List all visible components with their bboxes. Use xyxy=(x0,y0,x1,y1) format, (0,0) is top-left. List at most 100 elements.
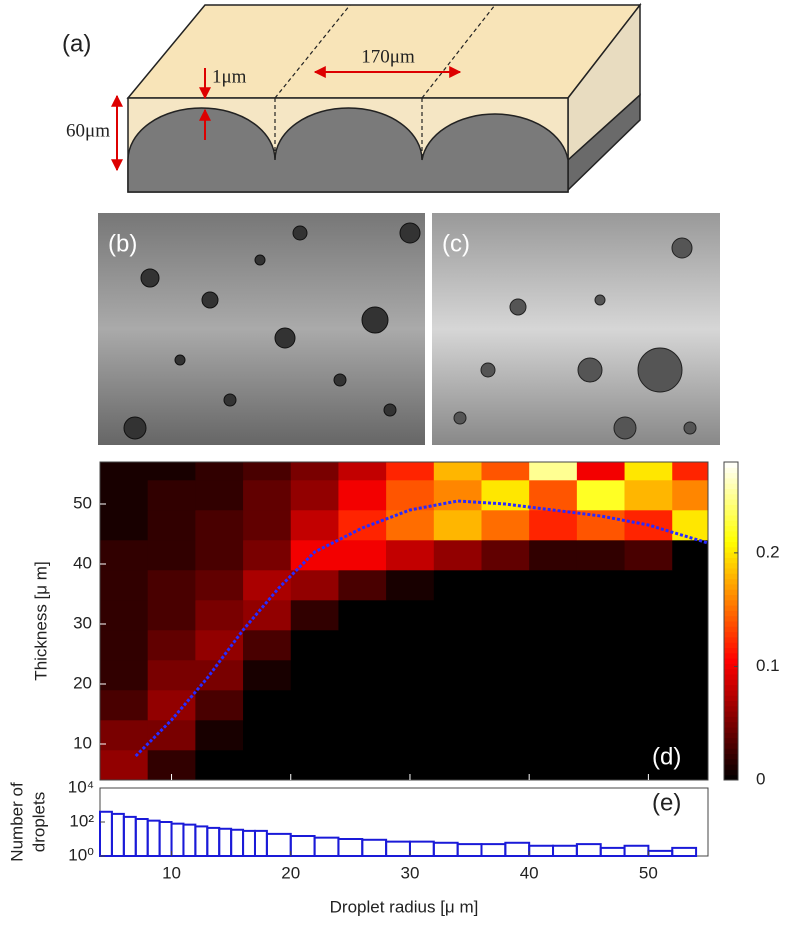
heat-cell xyxy=(100,660,148,691)
annotation: 60μm xyxy=(66,120,110,141)
heat-cell xyxy=(195,570,244,601)
colorbar-segment xyxy=(724,705,738,712)
y-tick-label: 10² xyxy=(69,811,94,830)
colorbar-segment xyxy=(724,732,738,739)
heat-cell xyxy=(433,690,482,721)
colorbar-segment xyxy=(724,462,738,468)
y-tick-label: 30 xyxy=(73,613,92,632)
colorbar-segment xyxy=(724,578,738,585)
heat-cell xyxy=(243,510,292,541)
colorbar-segment xyxy=(724,589,738,595)
colorbar-segment xyxy=(724,764,738,770)
heat-cell xyxy=(529,480,578,511)
heat-cell xyxy=(338,480,387,511)
heat-cell xyxy=(672,720,709,751)
heat-cell xyxy=(338,570,387,601)
heat-cell xyxy=(147,720,196,751)
x-tick-label: 10 xyxy=(162,863,181,882)
colorbar-segment xyxy=(724,541,738,548)
heat-cell xyxy=(433,570,482,601)
heat-cell xyxy=(338,690,387,721)
heat-cell xyxy=(290,540,339,571)
heat-cell xyxy=(243,660,292,691)
heat-cell xyxy=(290,690,339,721)
heat-cell xyxy=(147,462,196,481)
heat-cell xyxy=(100,600,148,631)
panel-a: (a) 1μm 170μm 60μm xyxy=(62,2,642,193)
heat-cell xyxy=(338,750,387,781)
colorbar-segment xyxy=(724,583,738,590)
colorbar-segment xyxy=(724,652,738,659)
heat-cell xyxy=(243,720,292,751)
colorbar-segment xyxy=(724,658,738,664)
colorbar-segment xyxy=(724,504,738,511)
heat-cell xyxy=(100,570,148,601)
heat-cell xyxy=(386,462,435,481)
heat-cell xyxy=(386,690,435,721)
heat-cell xyxy=(672,750,709,781)
heat-cell xyxy=(576,720,625,751)
colorbar-segment xyxy=(724,647,738,654)
heat-cell xyxy=(100,510,148,541)
heat-cell xyxy=(433,720,482,751)
heat-cell xyxy=(433,462,482,481)
heat-cell xyxy=(481,570,530,601)
heat-cell xyxy=(100,720,148,751)
heat-cell xyxy=(100,630,148,661)
heat-cell xyxy=(481,600,530,631)
heat-cell xyxy=(529,630,578,661)
heat-cell xyxy=(576,630,625,661)
panel-label: (d) xyxy=(652,743,681,770)
heat-cell xyxy=(386,540,435,571)
heat-cell xyxy=(529,570,578,601)
colorbar-segment xyxy=(724,573,738,580)
heat-cell xyxy=(195,720,244,751)
colorbar-segment xyxy=(724,562,738,569)
heat-cell xyxy=(243,540,292,571)
heat-cell xyxy=(386,600,435,631)
heat-cell xyxy=(243,690,292,721)
y-tick-label: 10⁴ xyxy=(68,777,94,796)
panel-label: (e) xyxy=(652,789,681,816)
heat-cell xyxy=(147,630,196,661)
heat-cell xyxy=(147,660,196,691)
heat-cell xyxy=(576,690,625,721)
colorbar-segment xyxy=(724,737,738,744)
heat-cell xyxy=(338,600,387,631)
heat-cell xyxy=(290,630,339,661)
heat-cell xyxy=(624,690,673,721)
colorbar-segment xyxy=(724,727,738,733)
heat-cell xyxy=(195,540,244,571)
annotation: 170μm xyxy=(361,46,415,67)
colorbar-segment xyxy=(724,568,738,574)
heat-cell xyxy=(672,480,709,511)
heat-cell xyxy=(243,570,292,601)
heat-cell xyxy=(147,540,196,571)
heat-cell xyxy=(624,540,673,571)
colorbar-segment xyxy=(724,520,738,527)
heat-cell xyxy=(100,480,148,511)
colorbar-segment xyxy=(724,493,738,500)
heat-cell xyxy=(529,690,578,721)
heat-cell xyxy=(481,480,530,511)
y-tick-label: 10 xyxy=(73,733,92,752)
heat-cell xyxy=(433,630,482,661)
heat-cell xyxy=(338,630,387,661)
colorbar-segment xyxy=(724,515,738,521)
colorbar-segment xyxy=(724,488,738,495)
heat-cell xyxy=(100,540,148,571)
heat-cell xyxy=(243,600,292,631)
heat-cell xyxy=(147,570,196,601)
heat-cell xyxy=(243,480,292,511)
colorbar-segment xyxy=(724,758,738,765)
colorbar-segment xyxy=(724,695,738,701)
colorbar-segment xyxy=(724,621,738,627)
heat-cell xyxy=(386,720,435,751)
heat-cell xyxy=(433,480,482,511)
heat-cell xyxy=(338,540,387,571)
colorbar-segment xyxy=(724,711,738,717)
colorbar-segment xyxy=(724,742,738,749)
heat-cell xyxy=(338,720,387,751)
y-tick-label: 40 xyxy=(73,553,92,572)
